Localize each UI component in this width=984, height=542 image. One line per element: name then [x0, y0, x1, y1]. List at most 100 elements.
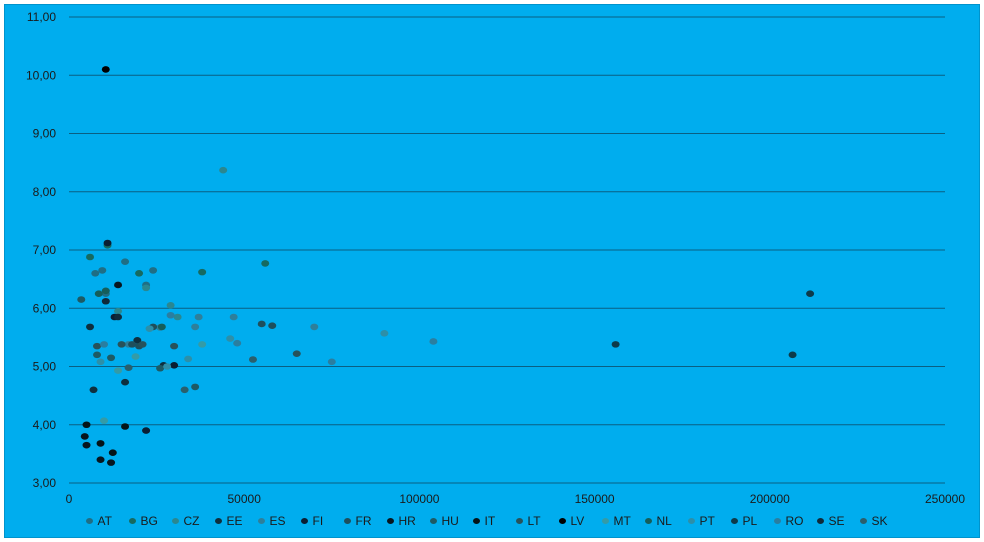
data-point-nl: [157, 323, 166, 331]
data-point-mt: [198, 341, 207, 348]
data-point-nl: [101, 287, 110, 295]
legend-marker-nl: [645, 518, 652, 524]
x-tick-label: 200000: [750, 492, 790, 506]
data-point-pl: [806, 290, 815, 297]
legend-marker-fi: [301, 518, 308, 524]
data-point-es: [194, 313, 203, 321]
data-point-lt: [138, 341, 147, 348]
data-point-at: [98, 267, 107, 274]
data-point-fr: [257, 320, 266, 328]
data-point-pt: [226, 335, 235, 342]
data-point-hu: [93, 351, 102, 359]
data-point-pl: [788, 351, 797, 359]
legend-label-hr: HR: [399, 514, 417, 528]
data-point-at: [91, 270, 100, 277]
x-tick-label: 0: [66, 492, 73, 506]
data-point-hr: [96, 456, 105, 464]
data-point-bg: [86, 253, 95, 261]
data-point-es: [191, 323, 200, 331]
data-point-bg: [135, 270, 144, 277]
data-point-at: [149, 267, 158, 274]
data-point-fi: [103, 239, 112, 247]
legend-marker-hr: [387, 518, 394, 524]
legend-marker-mt: [602, 518, 609, 524]
data-point-mt: [114, 367, 123, 374]
gridlines: [69, 16, 945, 484]
data-point-bg: [198, 268, 207, 276]
data-point-pl: [611, 341, 620, 348]
data-point-cz: [173, 313, 182, 321]
legend-label-bg: BG: [141, 514, 158, 528]
data-point-ro: [327, 358, 336, 366]
legend-label-mt: MT: [614, 514, 632, 528]
legend-marker-bg: [129, 518, 136, 524]
x-axis-tick-labels: 0 50000 100000 150000 200000 250000: [66, 492, 966, 506]
data-point-fi: [170, 362, 179, 369]
data-point-hu: [77, 296, 86, 303]
data-point-lt: [93, 342, 102, 350]
legend-marker-lt: [516, 518, 523, 524]
legend-marker-hu: [430, 518, 437, 524]
data-point-sk: [248, 356, 257, 363]
legend-label-cz: CZ: [184, 514, 200, 528]
legend-label-fr: FR: [356, 514, 372, 528]
data-point-hu: [156, 364, 165, 372]
data-point-cz: [114, 307, 123, 315]
data-point-lt: [117, 341, 126, 348]
legend-marker-es: [258, 518, 265, 524]
data-point-hr: [82, 441, 91, 449]
data-point-cz: [166, 302, 175, 309]
legend-marker-cz: [172, 518, 179, 524]
data-point-cz: [219, 166, 228, 174]
legend-marker-se: [817, 518, 824, 524]
legend-label-it: IT: [485, 514, 496, 528]
data-point-fr: [268, 322, 277, 330]
legend-marker-it: [473, 518, 480, 524]
legend-label-lv: LV: [571, 514, 585, 528]
legend-label-nl: NL: [657, 514, 673, 528]
legend-label-sk: SK: [872, 514, 888, 528]
y-tick-label: 4,00: [33, 418, 57, 432]
x-tick-label: 150000: [575, 492, 615, 506]
data-point-hu: [191, 383, 200, 391]
data-point-hu: [107, 354, 116, 362]
data-point-ro: [233, 339, 242, 347]
data-point-fr: [128, 341, 137, 348]
data-point-lt: [170, 342, 179, 350]
x-tick-label: 50000: [228, 492, 262, 506]
legend-label-pl: PL: [743, 514, 758, 528]
data-point-sk: [124, 364, 133, 371]
legend-marker-pt: [688, 518, 695, 524]
data-point-mt: [100, 417, 109, 424]
data-point-ee: [86, 323, 95, 331]
data-point-pt: [96, 358, 105, 366]
data-point-pt: [380, 329, 389, 337]
data-point-at: [121, 258, 130, 265]
legend-marker-fr: [344, 518, 351, 524]
y-tick-label: 10,00: [26, 68, 56, 82]
y-tick-label: 6,00: [33, 301, 57, 315]
chart-area: [4, 4, 980, 538]
x-tick-label: 250000: [925, 492, 965, 506]
data-point-se: [114, 313, 123, 321]
legend-label-pt: PT: [700, 514, 716, 528]
data-point-lv: [101, 66, 110, 73]
legend-label-at: AT: [98, 514, 113, 528]
legend-label-es: ES: [270, 514, 286, 528]
data-points: [77, 66, 815, 466]
data-point-lt: [292, 350, 301, 357]
data-point-mt: [131, 353, 140, 360]
y-tick-label: 5,00: [33, 360, 57, 374]
legend-marker-ro: [774, 518, 781, 524]
data-point-fi: [142, 427, 151, 434]
legend-label-ro: RO: [786, 514, 804, 528]
data-point-it: [108, 449, 117, 457]
data-point-ro: [166, 311, 175, 319]
legend-marker-ee: [215, 518, 222, 524]
data-point-ro: [100, 341, 109, 348]
data-point-cz: [142, 284, 151, 292]
legend-label-se: SE: [829, 514, 845, 528]
data-point-hr: [107, 459, 116, 466]
data-point-sk: [180, 386, 189, 394]
